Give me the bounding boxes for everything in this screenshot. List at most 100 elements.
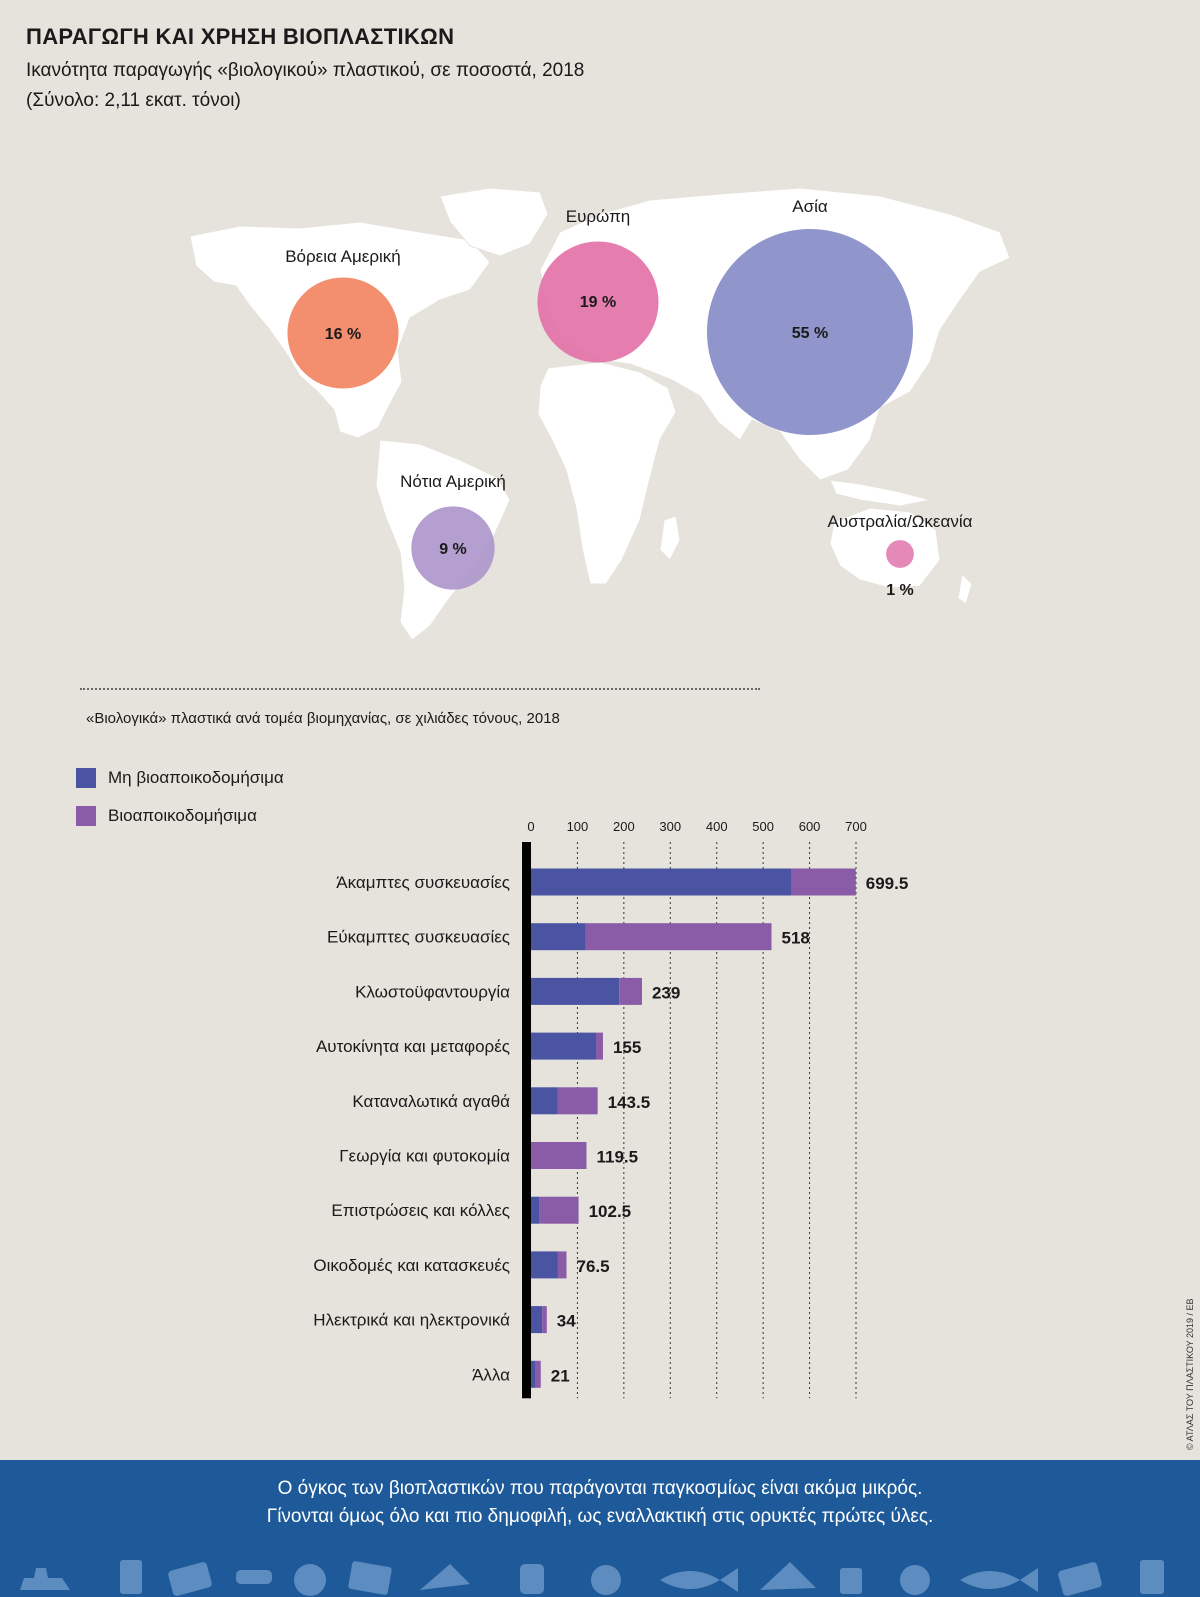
x-tick-label: 600 bbox=[799, 819, 821, 834]
region-label: Αυστραλία/Ωκεανία bbox=[828, 512, 973, 531]
x-tick-label: 100 bbox=[567, 819, 589, 834]
continent-australia bbox=[829, 507, 941, 589]
fish-icon bbox=[660, 1568, 738, 1592]
section-divider bbox=[80, 688, 760, 690]
gear-icon bbox=[591, 1565, 621, 1595]
bar-segment-biodegradable bbox=[531, 1142, 587, 1169]
bar-chart: 0 100 200 300 400 500 600 700 Άκαμπτες συσκευασί… bbox=[313, 819, 909, 1399]
bubble-1 bbox=[537, 241, 659, 363]
cup-icon bbox=[120, 1560, 142, 1594]
bar-segment-non-biodegradable bbox=[531, 923, 586, 951]
region-label: Νότια Αμερική bbox=[400, 472, 506, 491]
region-value-label: 19 % bbox=[580, 294, 616, 311]
gear-icon bbox=[900, 1565, 930, 1595]
bar-segment-non-biodegradable bbox=[531, 1251, 558, 1279]
bar-segment-biodegradable bbox=[557, 1087, 598, 1115]
bar-total-label: 34 bbox=[557, 1312, 576, 1331]
bar-segment-biodegradable bbox=[535, 1360, 541, 1388]
credit-text: © ΑΤΛΑΣ ΤΟΥ ΠΛΑΣΤΙΚΟΥ 2019 / EB bbox=[1185, 1298, 1195, 1450]
bar-segment-non-biodegradable bbox=[531, 1306, 543, 1334]
cup-icon bbox=[1140, 1560, 1164, 1594]
category-label: Άλλα bbox=[472, 1365, 510, 1384]
bag-icon bbox=[420, 1564, 470, 1590]
legend-label: Βιοαποικοδομήσιμα bbox=[108, 806, 257, 825]
category-label: Οικοδομές και κατασκευές bbox=[313, 1256, 510, 1275]
bar-total-label: 21 bbox=[551, 1366, 570, 1385]
bar-total-label: 239 bbox=[652, 983, 680, 1002]
bar-segment-non-biodegradable bbox=[531, 977, 620, 1005]
bar-total-label: 155 bbox=[613, 1038, 641, 1057]
continent-greenland bbox=[439, 187, 549, 257]
tire-icon bbox=[294, 1564, 326, 1596]
bar-segment-non-biodegradable bbox=[531, 1360, 536, 1388]
continent-africa bbox=[537, 361, 677, 585]
category-label: Κλωστοϋφαντουργία bbox=[355, 982, 510, 1001]
bar-segment-biodegradable bbox=[557, 1251, 567, 1279]
page-subtitle: Ικανότητα παραγωγής «βιολογικού» πλαστικ… bbox=[26, 60, 585, 81]
legend-swatch bbox=[76, 768, 96, 788]
bar-segment-non-biodegradable bbox=[531, 868, 791, 896]
y-axis-bar bbox=[522, 842, 531, 1399]
total-note: (Σύνολο: 2,11 εκατ. τόνοι) bbox=[26, 90, 241, 111]
cup-icon bbox=[520, 1564, 544, 1594]
region-value-label: 9 % bbox=[439, 541, 467, 558]
bar-total-label: 102.5 bbox=[589, 1202, 632, 1221]
x-tick-label: 0 bbox=[527, 819, 534, 834]
bottle-icon bbox=[236, 1570, 272, 1584]
bubble-0 bbox=[287, 277, 399, 389]
continent-indonesia bbox=[829, 479, 931, 507]
x-tick-label: 200 bbox=[613, 819, 635, 834]
category-label: Επιστρώσεις και κόλλες bbox=[331, 1201, 510, 1220]
world-map: Βόρεια Αμερική 16 % Ευρώπη 19 % Ασία 55 % Νότι… bbox=[189, 187, 1011, 641]
region-value-label: 1 % bbox=[886, 582, 914, 599]
x-tick-label: 700 bbox=[845, 819, 867, 834]
container-icon bbox=[1058, 1562, 1102, 1596]
page-title: ΠΑΡΑΓΩΓΗ ΚΑΙ ΧΡΗΣΗ ΒΙΟΠΛΑΣΤΙΚΩΝ bbox=[26, 24, 455, 49]
bar-total-label: 76.5 bbox=[577, 1257, 610, 1276]
region-value-label: 55 % bbox=[792, 325, 828, 342]
bar-segment-biodegradable bbox=[585, 923, 772, 951]
bar-segment-non-biodegradable bbox=[531, 1196, 540, 1224]
bar-segment-non-biodegradable bbox=[531, 1032, 596, 1060]
bar-segment-biodegradable bbox=[791, 868, 856, 896]
category-label: Εύκαμπτες συσκευασίες bbox=[327, 928, 510, 947]
x-tick-label: 500 bbox=[752, 819, 774, 834]
container-icon bbox=[348, 1561, 392, 1595]
bar-total-label: 119.5 bbox=[596, 1148, 638, 1167]
category-label: Άκαμπτες συσκευασίες bbox=[336, 873, 510, 892]
x-tick-label: 300 bbox=[659, 819, 681, 834]
bar-total-label: 143.5 bbox=[608, 1093, 651, 1112]
fish-icon bbox=[960, 1568, 1038, 1592]
bar-total-label: 699.5 bbox=[866, 874, 909, 893]
ship-icon bbox=[20, 1568, 70, 1590]
region-label: Ασία bbox=[792, 197, 828, 216]
footer-text-line-1: Ο όγκος των βιοπλαστικών που παράγονται … bbox=[277, 1478, 923, 1499]
continent-madagascar bbox=[659, 515, 681, 561]
legend-label: Μη βιοαποικοδομήσιμα bbox=[108, 768, 284, 787]
bar-segment-biodegradable bbox=[619, 977, 642, 1005]
bubble-2 bbox=[707, 229, 913, 435]
decorative-icon-strip bbox=[20, 1560, 1164, 1596]
bar-chart-title: «Βιολογικά» πλαστικά ανά τομέα βιομηχανί… bbox=[86, 710, 560, 727]
bar-segment-biodegradable bbox=[542, 1306, 547, 1334]
legend-swatch bbox=[76, 806, 96, 826]
legend-item-non-biodegradable: Μη βιοαποικοδομήσιμα bbox=[76, 768, 284, 788]
bubble-3 bbox=[411, 506, 495, 590]
category-label: Γεωργία και φυτοκομία bbox=[339, 1147, 510, 1166]
footer-banner: Ο όγκος των βιοπλαστικών που παράγονται … bbox=[0, 1460, 1200, 1597]
bag-icon bbox=[760, 1562, 816, 1590]
bar-segment-non-biodegradable bbox=[531, 1087, 558, 1115]
x-tick-label: 400 bbox=[706, 819, 728, 834]
region-label: Ευρώπη bbox=[566, 207, 631, 226]
container-icon bbox=[168, 1562, 212, 1596]
bar-total-label: 518 bbox=[782, 929, 810, 948]
bar-segment-biodegradable bbox=[596, 1032, 603, 1060]
region-label: Βόρεια Αμερική bbox=[285, 247, 401, 266]
category-label: Καταναλωτικά αγαθά bbox=[352, 1092, 510, 1111]
legend-item-biodegradable: Βιοαποικοδομήσιμα bbox=[76, 806, 257, 826]
bar-segment-biodegradable bbox=[539, 1196, 579, 1224]
continent-new-zealand bbox=[957, 572, 973, 605]
cup-icon bbox=[840, 1568, 862, 1594]
category-label: Ηλεκτρικά και ηλεκτρονικά bbox=[313, 1311, 510, 1330]
category-label: Αυτοκίνητα και μεταφορές bbox=[316, 1037, 510, 1056]
